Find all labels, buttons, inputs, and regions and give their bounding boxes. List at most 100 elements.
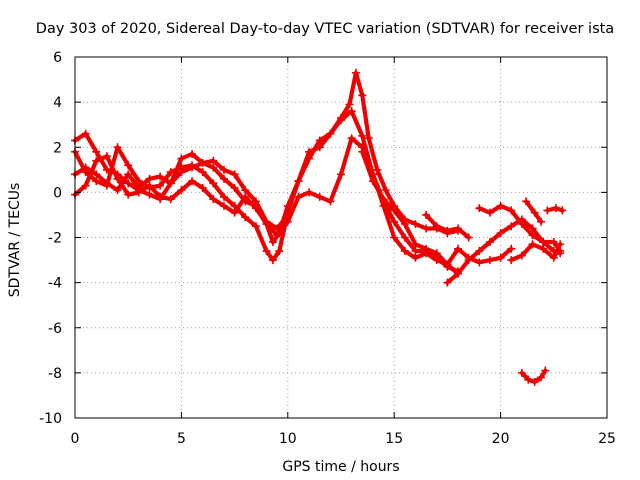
data-point	[537, 373, 546, 382]
data-point	[422, 244, 431, 253]
data-point	[347, 134, 356, 143]
series-track-10	[522, 197, 546, 226]
data-point	[102, 179, 111, 188]
data-point	[145, 190, 154, 199]
data-point	[134, 183, 143, 192]
data-point	[549, 253, 558, 262]
data-point	[177, 154, 186, 163]
data-point	[92, 156, 101, 165]
data-point	[496, 253, 505, 262]
data-point	[507, 222, 516, 231]
data-point	[530, 208, 539, 217]
data-point	[432, 256, 441, 265]
data-point	[443, 226, 452, 235]
data-point	[337, 170, 345, 179]
data-point	[166, 179, 175, 188]
data-point	[517, 219, 526, 228]
y-tick-label: -6	[48, 321, 62, 337]
data-point	[464, 256, 473, 265]
series-track-5	[358, 147, 516, 269]
x-tick-label: 0	[71, 431, 80, 447]
data-point	[113, 186, 122, 195]
data-point	[411, 253, 420, 262]
data-point	[209, 156, 218, 165]
y-tick-label: 0	[53, 185, 62, 201]
data-point	[92, 147, 101, 156]
data-point	[81, 181, 90, 190]
data-point	[496, 228, 505, 237]
series-line	[523, 199, 544, 224]
data-point	[422, 210, 431, 219]
data-point	[556, 240, 565, 249]
data-point	[411, 219, 420, 228]
data-point	[358, 131, 367, 140]
data-point	[528, 231, 537, 240]
data-point	[198, 183, 207, 192]
data-point	[432, 249, 441, 258]
data-point	[124, 179, 133, 188]
data-point	[541, 366, 550, 375]
data-point	[400, 219, 409, 228]
data-point	[539, 244, 548, 253]
data-point	[390, 206, 399, 215]
data-point	[113, 143, 122, 152]
data-point	[443, 278, 452, 287]
data-point	[209, 163, 218, 172]
data-point	[381, 186, 390, 195]
data-point	[219, 174, 228, 183]
data-point	[92, 177, 101, 186]
data-point	[283, 210, 292, 219]
data-point	[209, 179, 218, 188]
data-point	[294, 192, 303, 201]
data-point	[241, 192, 250, 201]
x-tick-label: 20	[492, 431, 510, 447]
grid-lines	[75, 57, 607, 418]
data-point	[81, 163, 90, 172]
data-point	[209, 195, 218, 204]
data-point	[400, 247, 409, 256]
data-point	[262, 247, 271, 256]
data-point	[305, 188, 314, 197]
data-point	[347, 107, 356, 116]
data-point	[198, 159, 207, 168]
data-point	[528, 224, 537, 233]
data-point	[539, 238, 548, 247]
data-point	[198, 168, 207, 177]
data-point	[188, 150, 197, 159]
data-point	[268, 238, 277, 247]
data-point	[113, 174, 122, 183]
data-point	[485, 238, 494, 247]
data-point	[156, 181, 165, 190]
data-point	[134, 177, 143, 186]
data-point	[524, 375, 533, 384]
series-track-8	[507, 240, 565, 265]
data-point	[337, 116, 345, 125]
data-point	[454, 224, 463, 233]
data-point	[379, 201, 388, 210]
data-point	[219, 201, 228, 210]
series-track-4	[71, 156, 292, 233]
data-point	[177, 186, 186, 195]
data-point	[262, 217, 271, 226]
data-point	[92, 170, 101, 179]
data-point	[379, 195, 388, 204]
data-point	[358, 91, 367, 100]
data-point	[390, 217, 399, 226]
data-point	[251, 222, 260, 231]
y-tick-label: -2	[48, 231, 62, 247]
data-point	[326, 129, 335, 138]
data-point	[81, 129, 90, 138]
data-point	[273, 231, 282, 240]
data-point	[475, 258, 484, 267]
data-point	[177, 168, 186, 177]
x-tick-label: 10	[279, 431, 297, 447]
series-line	[72, 70, 461, 245]
x-tick-label: 5	[177, 431, 186, 447]
y-tick-label: 6	[53, 50, 62, 66]
data-point	[507, 244, 516, 253]
x-axis-label: GPS time / hours	[282, 459, 399, 475]
y-tick-label: -4	[48, 276, 62, 292]
data-point	[507, 256, 516, 265]
data-point	[273, 224, 282, 233]
